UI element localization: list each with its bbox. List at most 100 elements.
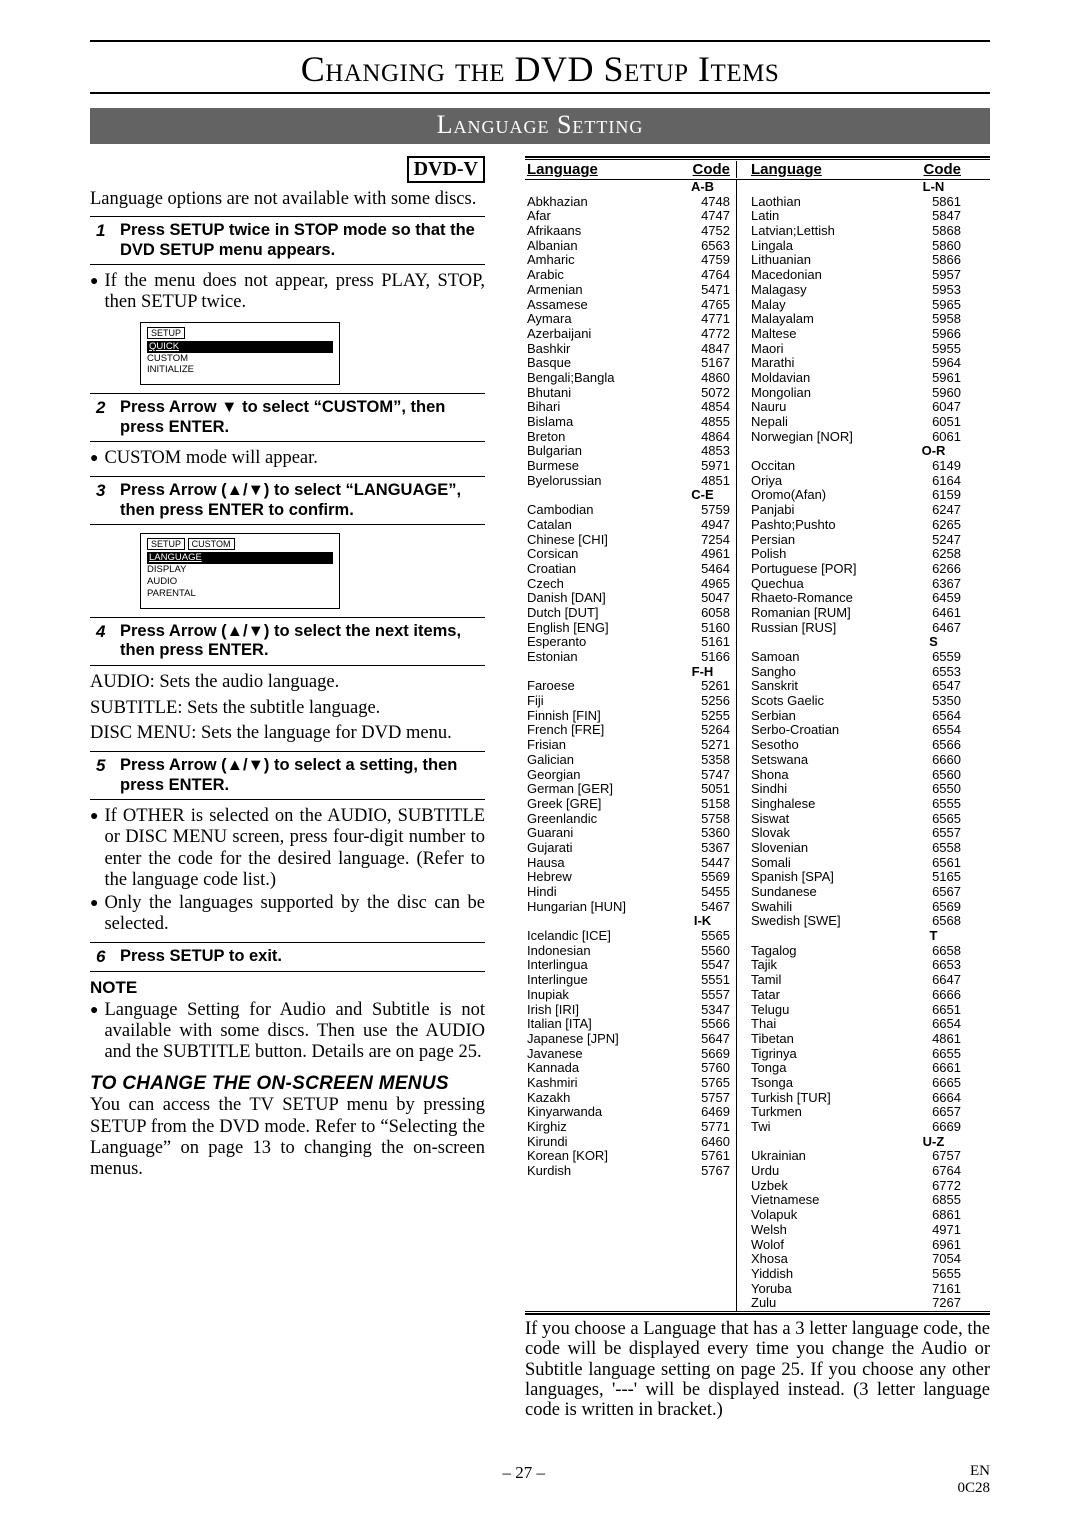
language-name: Javanese	[527, 1047, 675, 1062]
language-code: 5047	[675, 591, 730, 606]
language-code: 5767	[675, 1164, 730, 1179]
step-number: 6	[90, 947, 110, 967]
desc-discmenu: Sets the language for DVD menu.	[201, 723, 452, 743]
language-name: Occitan	[751, 459, 906, 474]
language-name: Greek [GRE]	[527, 797, 675, 812]
language-code: 6547	[906, 679, 961, 694]
language-code: 5758	[675, 812, 730, 827]
language-name: Kashmiri	[527, 1076, 675, 1091]
language-name: Basque	[527, 356, 675, 371]
language-name: Icelandic [ICE]	[527, 929, 675, 944]
language-name: Nepali	[751, 415, 906, 430]
language-name: Malay	[751, 298, 906, 313]
table-header-code: Code	[675, 161, 730, 178]
desc-subtitle: Sets the subtitle language.	[187, 698, 380, 718]
language-code: 4771	[675, 312, 730, 327]
language-name: Wolof	[751, 1238, 906, 1253]
language-name: Mongolian	[751, 386, 906, 401]
language-name: English [ENG]	[527, 621, 675, 636]
language-name: Afrikaans	[527, 224, 675, 239]
language-code: 5957	[906, 268, 961, 283]
language-name: Hungarian [HUN]	[527, 900, 675, 915]
onscreen-menus-header: TO CHANGE THE ON-SCREEN MENUS	[90, 1073, 485, 1095]
language-code: 4847	[675, 342, 730, 357]
language-code: 5771	[675, 1120, 730, 1135]
language-code: 4860	[675, 371, 730, 386]
language-name: Korean [KOR]	[527, 1149, 675, 1164]
language-name: Sundanese	[751, 885, 906, 900]
language-name: Danish [DAN]	[527, 591, 675, 606]
language-name: Azerbaijani	[527, 327, 675, 342]
language-code: 6655	[906, 1047, 961, 1062]
step-5-text: Press Arrow (▲/▼) to select a setting, t…	[120, 756, 485, 795]
page-number: – 27 –	[90, 1463, 957, 1496]
language-code: 6657	[906, 1105, 961, 1120]
language-code: 5464	[675, 562, 730, 577]
language-code: 6651	[906, 1003, 961, 1018]
language-name: Malagasy	[751, 283, 906, 298]
language-code: 5165	[906, 870, 961, 885]
table-section-header: L-N	[906, 180, 961, 195]
language-name: Byelorussian	[527, 474, 675, 489]
language-name: Scots Gaelic	[751, 694, 906, 709]
language-code: 6265	[906, 518, 961, 533]
language-code: 5847	[906, 209, 961, 224]
language-name: Catalan	[527, 518, 675, 533]
language-code: 6566	[906, 738, 961, 753]
language-name: Japanese [JPN]	[527, 1032, 675, 1047]
language-name: Vietnamese	[751, 1193, 906, 1208]
language-name: Estonian	[527, 650, 675, 665]
language-code: 6164	[906, 474, 961, 489]
language-code: 4765	[675, 298, 730, 313]
language-name: Sangho	[751, 665, 906, 680]
language-name: Kannada	[527, 1061, 675, 1076]
language-code: 5759	[675, 503, 730, 518]
table-header-code: Code	[906, 161, 961, 178]
language-name: Croatian	[527, 562, 675, 577]
language-code: 7267	[906, 1296, 961, 1311]
language-name: Yiddish	[751, 1267, 906, 1282]
language-name: Latin	[751, 209, 906, 224]
language-code: 5866	[906, 253, 961, 268]
language-code: 6654	[906, 1017, 961, 1032]
language-name: Slovenian	[751, 841, 906, 856]
language-name: Panjabi	[751, 503, 906, 518]
language-name: Laothian	[751, 195, 906, 210]
language-code: 6660	[906, 753, 961, 768]
language-name: Italian [ITA]	[527, 1017, 675, 1032]
language-code: 4759	[675, 253, 730, 268]
language-code: 5971	[675, 459, 730, 474]
table-header-language: Language	[736, 161, 906, 178]
language-name: Esperanto	[527, 635, 675, 650]
language-code: 5860	[906, 239, 961, 254]
language-code: 6658	[906, 944, 961, 959]
language-name: German [GER]	[527, 782, 675, 797]
language-name: Assamese	[527, 298, 675, 313]
language-code: 6266	[906, 562, 961, 577]
step-number: 4	[90, 622, 110, 642]
language-code: 5467	[675, 900, 730, 915]
language-name: Uzbek	[751, 1179, 906, 1194]
language-name: Sindhi	[751, 782, 906, 797]
language-code: 6061	[906, 430, 961, 445]
language-name: Nauru	[751, 400, 906, 415]
setup-menu-diagram-2: SETUP CUSTOM LANGUAGE DISPLAY AUDIO PARE…	[140, 533, 340, 609]
language-code: 6568	[906, 914, 961, 929]
table-section-header: U-Z	[906, 1135, 961, 1150]
language-name: Cambodian	[527, 503, 675, 518]
language-code: 6367	[906, 577, 961, 592]
step-3-text: Press Arrow (▲/▼) to select “LANGUAGE”, …	[120, 481, 485, 520]
language-code: 6051	[906, 415, 961, 430]
language-code: 6554	[906, 723, 961, 738]
language-code: 4965	[675, 577, 730, 592]
language-code: 6258	[906, 547, 961, 562]
language-name: Turkmen	[751, 1105, 906, 1120]
language-name: Abkhazian	[527, 195, 675, 210]
language-name: Afar	[527, 209, 675, 224]
language-code: 4748	[675, 195, 730, 210]
language-code: 4947	[675, 518, 730, 533]
page-title: Changing the DVD Setup Items	[90, 40, 990, 94]
language-name: Tibetan	[751, 1032, 906, 1047]
language-code: 5557	[675, 988, 730, 1003]
table-section-header: F-H	[675, 665, 730, 680]
